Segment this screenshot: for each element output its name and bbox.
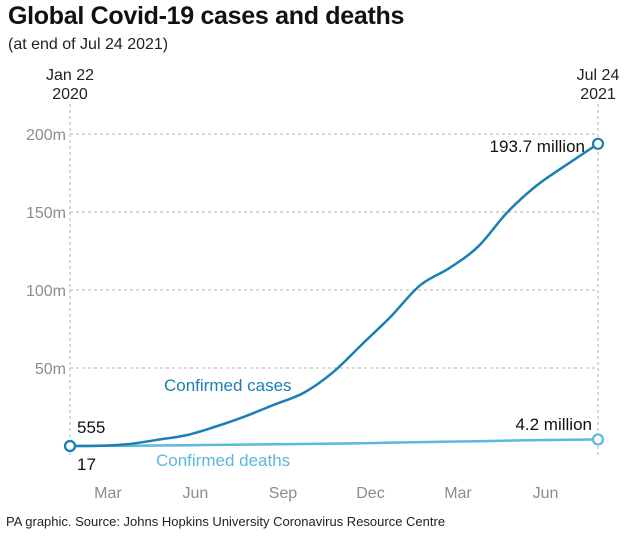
deaths-start-value-label: 17: [77, 455, 96, 474]
y-tick-label: 200m: [26, 127, 66, 144]
start-date-label-line1: Jan 22: [46, 67, 94, 84]
x-tick-label: Mar: [444, 485, 472, 502]
x-tick-label: Mar: [94, 485, 122, 502]
end-date-label-line2: 2021: [580, 86, 616, 103]
y-tick-label: 50m: [35, 361, 66, 378]
deaths-end-value-label: 4.2 million: [515, 415, 592, 434]
cases-line: [68, 142, 600, 448]
cases-start-marker: [63, 439, 77, 453]
cases-start-value-label: 555: [77, 418, 105, 437]
x-tick-label: Dec: [356, 485, 384, 502]
x-tick-label: Jun: [533, 485, 559, 502]
cases-series-label: Confirmed cases: [164, 376, 292, 395]
series-layer: [63, 137, 605, 453]
cases-end-marker: [591, 137, 605, 150]
label-layer: 50m 100m 150m 200m Jan 22 2020 Jul 24 2021 Mar Ju…: [26, 67, 619, 502]
start-date-label-line2: 2020: [52, 86, 88, 103]
cases-end-value-label: 193.7 million: [490, 137, 585, 156]
x-tick-label: Jun: [183, 485, 209, 502]
deaths-series-label: Confirmed deaths: [156, 451, 290, 470]
y-tick-label: 100m: [26, 283, 66, 300]
source-note: PA graphic. Source: Johns Hopkins Univer…: [6, 514, 446, 529]
deaths-line: [68, 438, 600, 448]
y-tick-label: 150m: [26, 205, 66, 222]
deaths-end-marker: [591, 433, 605, 446]
end-date-label-line1: Jul 24: [577, 67, 620, 84]
chart-subtitle: (at end of Jul 24 2021): [8, 36, 169, 53]
grid-layer: [69, 104, 599, 456]
chart-title: Global Covid-19 cases and deaths: [8, 2, 405, 30]
x-tick-label: Sep: [269, 485, 298, 502]
